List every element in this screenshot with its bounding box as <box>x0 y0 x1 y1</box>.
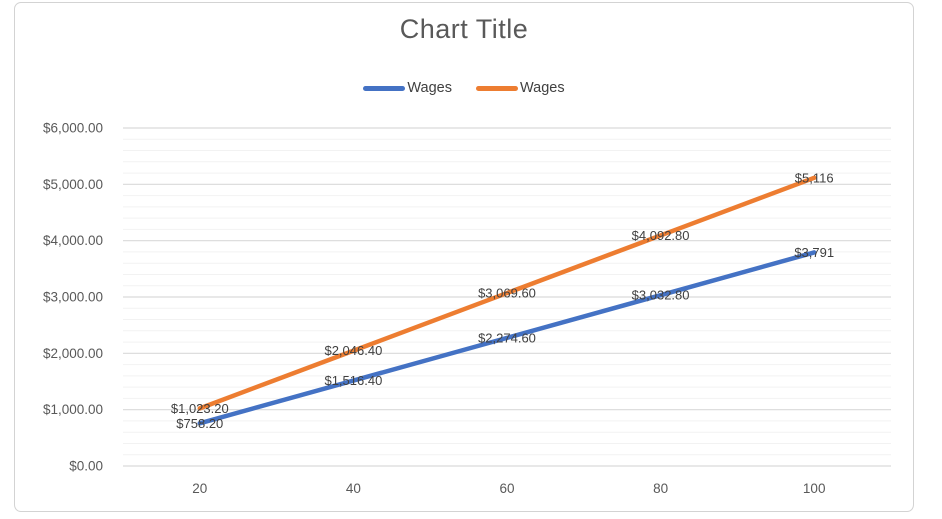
series-line-wages-blue[interactable] <box>197 250 817 426</box>
data-label-wages-orange[interactable]: $2,046.40 <box>324 343 382 358</box>
legend-item-wages-orange[interactable]: Wages <box>476 80 565 96</box>
data-label-wages-orange[interactable]: $4,092.80 <box>632 228 690 243</box>
x-axis-tick-label[interactable]: 60 <box>499 481 514 496</box>
chart-title[interactable]: Chart Title <box>399 14 529 44</box>
legend-label-wages-orange: Wages <box>520 80 565 96</box>
legend-label-wages-blue: Wages <box>407 80 452 96</box>
data-label-wages-orange[interactable]: $1,023.20 <box>171 401 229 416</box>
data-label-wages-blue[interactable]: $1,516.40 <box>324 373 382 388</box>
y-axis-tick-label[interactable]: $5,000.00 <box>43 177 103 192</box>
data-label-wages-blue[interactable]: $2,274.60 <box>478 330 536 345</box>
y-axis-tick-label[interactable]: $3,000.00 <box>43 290 103 305</box>
data-label-wages-blue[interactable]: $3,791 <box>794 245 834 260</box>
data-label-wages-orange[interactable]: $3,069.60 <box>478 286 536 301</box>
y-axis-tick-label[interactable]: $4,000.00 <box>43 233 103 248</box>
series-line-wages-orange[interactable] <box>197 175 817 411</box>
y-axis-tick-label[interactable]: $1,000.00 <box>43 402 103 417</box>
legend: Wages Wages <box>14 79 914 97</box>
data-label-wages-orange[interactable]: $5,116 <box>795 170 834 185</box>
x-axis-tick-label[interactable]: 40 <box>346 481 361 496</box>
y-axis-tick-label[interactable]: $2,000.00 <box>43 346 103 361</box>
x-axis-tick-label[interactable]: 20 <box>192 481 207 496</box>
data-label-wages-blue[interactable]: $758.20 <box>176 416 223 431</box>
x-axis-tick-label[interactable]: 100 <box>803 481 826 496</box>
chart-area[interactable] <box>14 2 914 512</box>
legend-swatch-blue <box>363 85 406 91</box>
legend-swatch-orange <box>476 85 518 91</box>
x-axis-tick-label[interactable]: 80 <box>653 481 668 496</box>
y-axis-tick-label[interactable]: $6,000.00 <box>43 121 103 136</box>
data-label-wages-blue[interactable]: $3,032.80 <box>632 288 690 303</box>
y-axis-tick-label[interactable]: $0.00 <box>69 459 103 474</box>
legend-item-wages-blue[interactable]: Wages <box>363 80 452 96</box>
